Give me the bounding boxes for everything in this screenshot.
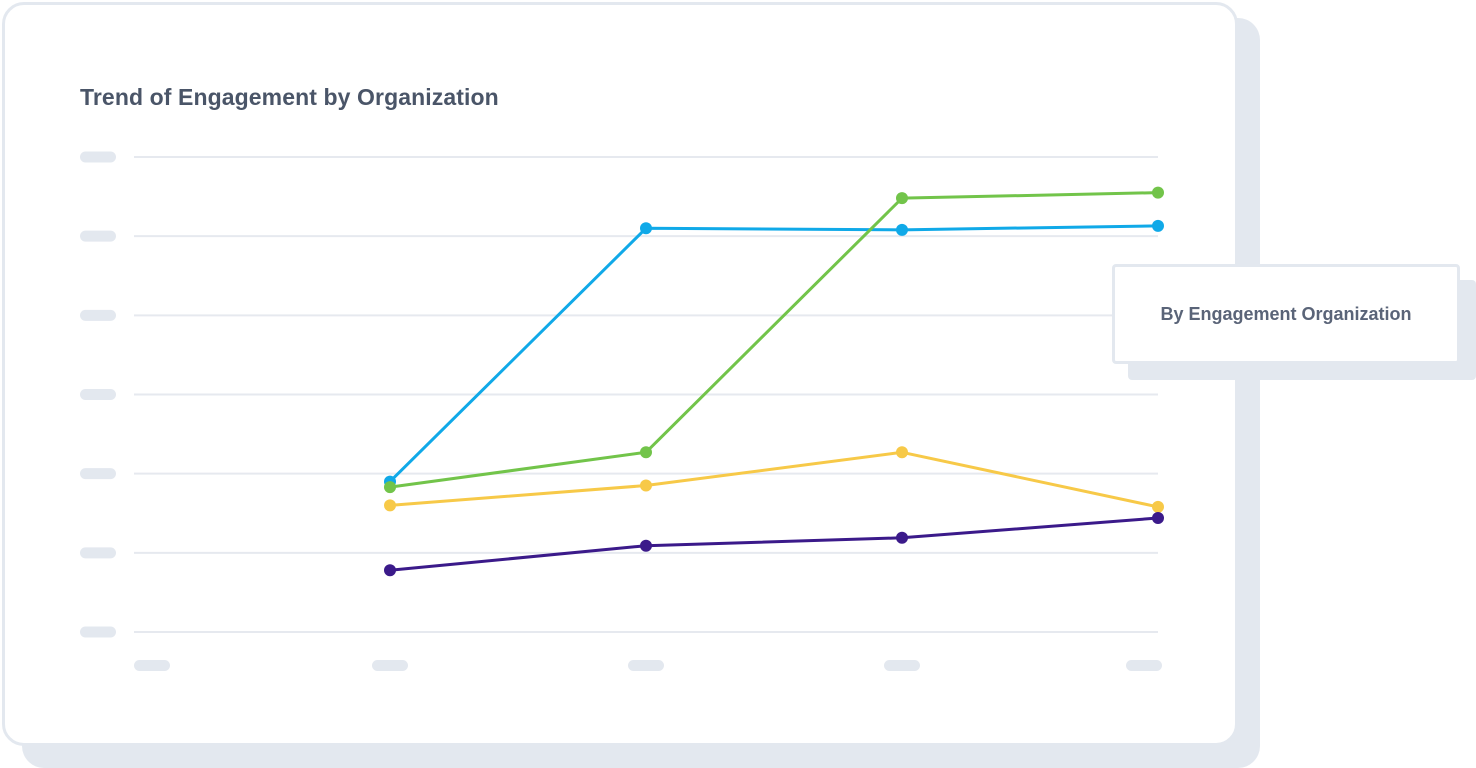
y-tick-label-placeholder [80, 468, 116, 480]
data-point [1152, 186, 1164, 199]
data-point [384, 564, 396, 577]
data-point [896, 223, 908, 236]
series-line-1 [388, 224, 1160, 484]
series-line-2 [388, 191, 1160, 489]
chart-title: Trend of Engagement by Organization [80, 84, 499, 110]
legend-label: By Engagement Organization [1160, 303, 1412, 324]
data-point [384, 481, 396, 494]
data-point [1152, 512, 1164, 524]
data-point [640, 222, 652, 235]
y-tick-label-placeholder [80, 389, 116, 400]
data-point [896, 531, 908, 544]
y-tick-label-placeholder [80, 626, 116, 638]
data-point [640, 446, 652, 459]
data-point [896, 446, 908, 459]
data-point [640, 479, 652, 492]
series-line-4 [388, 516, 1160, 572]
legend-box: By Engagement Organization [1112, 264, 1460, 364]
x-tick-label-placeholder [1126, 660, 1162, 671]
data-point [1152, 500, 1164, 513]
y-tick-label-placeholder [80, 230, 116, 242]
data-point [896, 192, 908, 205]
data-point [640, 539, 652, 552]
chart-card [2, 2, 1238, 746]
y-tick-label-placeholder [80, 151, 116, 163]
data-point [1152, 219, 1164, 232]
x-tick-label-placeholder [884, 660, 920, 671]
series-line-3 [388, 450, 1160, 509]
x-tick-label-placeholder [628, 660, 664, 671]
data-point [384, 499, 396, 512]
x-tick-label-placeholder [134, 660, 170, 671]
x-tick-label-placeholder [372, 660, 408, 671]
y-tick-label-placeholder [80, 309, 116, 321]
y-tick-label-placeholder [80, 547, 116, 559]
